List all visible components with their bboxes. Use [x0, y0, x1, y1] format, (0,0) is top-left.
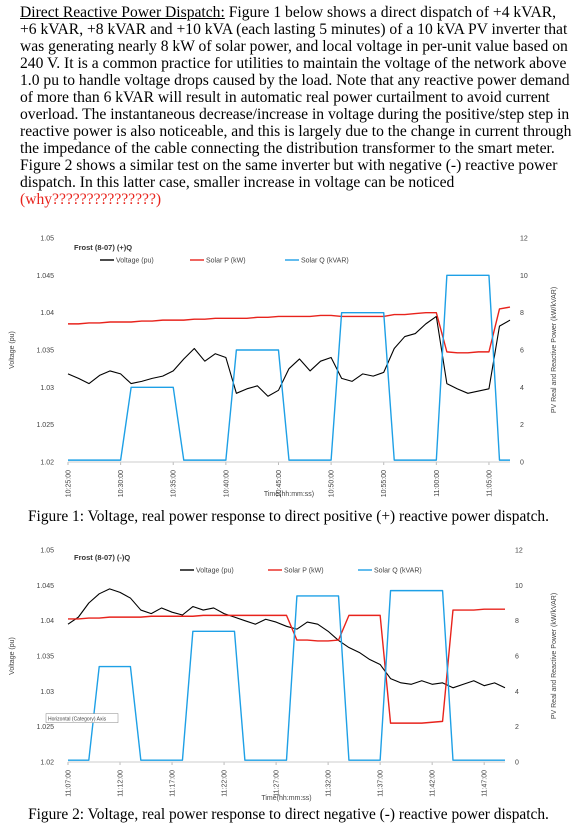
x-tick-label: 10:30:00 — [118, 470, 125, 497]
x-tick-label: 11:07:00 — [66, 770, 73, 797]
y2-tick-label: 0 — [520, 460, 524, 467]
x-tick-label: 11:42:00 — [430, 770, 437, 797]
x-tick-label: 11:37:00 — [378, 770, 385, 797]
y2-tick-label: 0 — [515, 760, 519, 767]
series-line — [68, 608, 505, 724]
y-tick-label: 1.04 — [40, 310, 54, 317]
x-tick-label: 11:00:00 — [434, 470, 441, 497]
x-tick-label: 11:27:00 — [274, 770, 281, 797]
y2-tick-label: 8 — [515, 618, 519, 625]
y2-tick-label: 6 — [520, 348, 524, 355]
legend-label: Voltage (pu) — [196, 568, 234, 575]
x-tick-label: 10:45:00 — [276, 470, 283, 497]
y-axis-title: Voltage (pu) — [9, 331, 16, 369]
y-tick-label: 1.03 — [40, 385, 54, 392]
y-tick-label: 1.05 — [40, 236, 54, 243]
y-tick-label: 1.025 — [36, 724, 54, 731]
y2-axis-title: PV Real and Reactive Power (kW/kVAR) — [551, 287, 558, 413]
legend-label: Solar P (kW) — [206, 258, 246, 265]
legend-label: Solar Q (kVAR) — [301, 258, 349, 265]
x-tick-label: 11:47:00 — [482, 770, 489, 797]
series-line — [68, 274, 510, 461]
y-tick-label: 1.035 — [36, 654, 54, 661]
y2-tick-label: 12 — [520, 236, 528, 243]
legend-label: Voltage (pu) — [116, 258, 154, 265]
y-tick-label: 1.045 — [36, 273, 54, 280]
chart-title: Frost (8-07) (-)Q — [74, 553, 130, 562]
heading: Direct Reactive Power Dispatch: — [20, 4, 225, 21]
tooltip: Horizontal (Category) Axis — [48, 717, 107, 723]
series-line — [67, 315, 511, 397]
y-tick-label: 1.05 — [40, 548, 54, 555]
y-axis-title: Voltage (pu) — [9, 637, 16, 675]
question: (why???????????????) — [20, 191, 162, 208]
tooltip-box — [45, 713, 119, 723]
series-line — [68, 306, 511, 354]
y2-tick-label: 4 — [520, 385, 524, 392]
x-axis-title: Time(hh:mm:ss) — [264, 491, 314, 498]
figure-2-chart: Frost (8-07) (-)Q 1.02 1.025 1.03 1.035 1.04 1… — [9, 548, 558, 803]
y2-tick-label: 2 — [515, 724, 519, 731]
x-tick-label: 11:05:00 — [486, 470, 493, 497]
legend-label: Solar P (kW) — [284, 568, 324, 575]
body-text: Figure 1 below shows a direct dispatch o… — [20, 4, 572, 191]
x-tick-label: 10:40:00 — [223, 470, 230, 497]
chart-title: Frost (8-07) (+)Q — [74, 243, 132, 252]
y2-tick-label: 10 — [515, 583, 523, 590]
caption: Figure 2: Voltage, real power response t… — [28, 806, 549, 823]
y2-tick-label: 12 — [515, 548, 523, 555]
paragraph: Direct Reactive Power Dispatch: Figure 1… — [20, 4, 572, 208]
series-line — [67, 588, 506, 689]
figure-1-chart: Frost (8-07) (+)Q 1.02 1.025 1.03 1.035 1.04 1… — [9, 236, 558, 499]
y-tick-label: 1.035 — [36, 348, 54, 355]
y2-tick-label: 4 — [515, 689, 519, 696]
x-tick-label: 10:35:00 — [171, 470, 178, 497]
y-tick-label: 1.03 — [40, 689, 54, 696]
x-tick-label: 10:25:00 — [66, 470, 73, 497]
y-tick-label: 1.045 — [36, 583, 54, 590]
y2-tick-label: 8 — [520, 310, 524, 317]
legend-label: Solar Q (kVAR) — [374, 568, 422, 575]
y-tick-label: 1.04 — [40, 618, 54, 625]
y2-tick-label: 10 — [520, 273, 528, 280]
x-tick-label: 11:32:00 — [326, 770, 333, 797]
x-tick-label: 11:12:00 — [118, 770, 125, 797]
y2-axis-title: PV Real and Reactive Power (kW/kVAR) — [551, 593, 558, 719]
y-tick-label: 1.02 — [40, 460, 54, 467]
x-tick-label: 10:50:00 — [329, 470, 336, 497]
x-tick-label: 11:22:00 — [222, 770, 229, 797]
y-tick-label: 1.025 — [36, 422, 54, 429]
x-axis-title: Time(hh:mm:ss) — [261, 795, 311, 802]
y2-tick-label: 2 — [520, 422, 524, 429]
x-tick-label: 10:55:00 — [381, 470, 388, 497]
series-line — [68, 589, 505, 761]
x-tick-label: 11:17:00 — [170, 770, 177, 797]
caption: Figure 1: Voltage, real power response t… — [28, 508, 549, 525]
y2-tick-label: 6 — [515, 654, 519, 661]
y-tick-label: 1.02 — [40, 760, 54, 767]
